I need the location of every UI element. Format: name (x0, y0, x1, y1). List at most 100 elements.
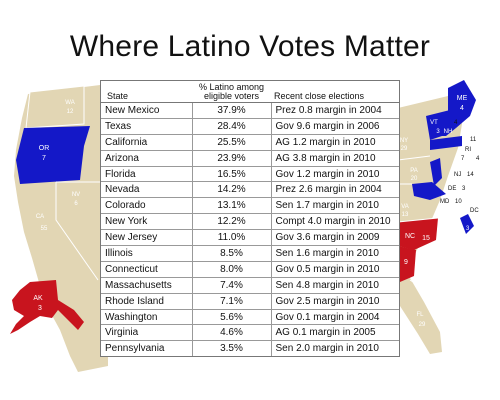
sc-ev-label: 9 (404, 259, 408, 266)
nj-label: NJ (454, 172, 461, 178)
table-cell-latino-share: 11.0% (192, 229, 272, 247)
new-hampshire-shape (442, 110, 456, 136)
md-ev-label: 10 (455, 199, 462, 205)
table-cell-state: Pennsylvania (101, 340, 193, 357)
header-row: State % Latino among eligible voters Rec… (101, 81, 399, 103)
data-table: State % Latino among eligible voters Rec… (101, 81, 399, 357)
north-carolina-shape (398, 218, 438, 250)
dc-shape (460, 214, 474, 234)
table-cell-close-election: Sen 1.7 margin in 2010 (271, 197, 399, 215)
table-cell-latino-share: 37.9% (192, 102, 272, 119)
table-cell-close-election: Sen 4.8 margin in 2010 (271, 277, 399, 294)
alaska-shape (10, 280, 84, 334)
table-cell-close-election: Gov 3.6 margin in 2009 (271, 229, 399, 247)
pa-ev-label: 20 (411, 176, 418, 182)
massachusetts-shape (430, 136, 462, 150)
table-cell-close-election: AG 1.2 margin in 2010 (271, 134, 399, 151)
nh-label: NH (444, 129, 453, 135)
table-row: Massachusetts 7.4% Sen 4.8 margin in 2010 (101, 277, 399, 294)
table-row: Rhode Island 7.1% Gov 2.5 margin in 2010 (101, 293, 399, 310)
table-cell-latino-share: 12.2% (192, 213, 272, 231)
table-cell-latino-share: 5.6% (192, 309, 272, 326)
column-header-state: State (101, 81, 192, 103)
table-row: Washington 5.6% Gov 0.1 margin in 2004 (101, 309, 399, 326)
table-row: New Mexico 37.9% Prez 0.8 margin in 2004 (101, 102, 399, 119)
table-cell-state: New Mexico (101, 102, 193, 119)
de-ev-label: 3 (462, 186, 466, 192)
table-cell-close-election: Sen 1.6 margin in 2010 (271, 245, 399, 262)
va-label: VA (401, 204, 409, 210)
table-cell-state: Connecticut (101, 261, 193, 278)
table-row: Florida 16.5% Gov 1.2 margin in 2010 (101, 166, 399, 183)
table-header: State % Latino among eligible voters Rec… (101, 81, 399, 103)
nj-ev-label: 14 (467, 172, 474, 178)
south-carolina-shape (398, 246, 416, 282)
new-jersey-shape (430, 158, 442, 186)
table-cell-state: Virginia (101, 324, 193, 342)
pa-label: PA (410, 168, 418, 174)
table-row: Illinois 8.5% Sen 1.6 margin in 2010 (101, 245, 399, 262)
dc-ev-label: 3 (466, 226, 470, 232)
me-label: ME (457, 95, 468, 102)
table-cell-latino-share: 8.0% (192, 261, 272, 278)
table-cell-latino-share: 3.5% (192, 340, 272, 357)
table-cell-close-election: AG 3.8 margin in 2010 (271, 150, 399, 167)
ct-ev-label: 7 (461, 156, 465, 162)
table-row: Nevada 14.2% Prez 2.6 margin in 2004 (101, 181, 399, 199)
table-cell-state: Arizona (101, 150, 193, 167)
table-row: New Jersey 11.0% Gov 3.6 margin in 2009 (101, 229, 399, 247)
de-label: DE (448, 186, 456, 192)
table-cell-close-election: Gov 0.5 margin in 2010 (271, 261, 399, 278)
table-cell-latino-share: 13.1% (192, 197, 272, 215)
ny-ev-label: 29 (401, 146, 408, 152)
table-cell-close-election: Gov 1.2 margin in 2010 (271, 166, 399, 183)
table-row: Pennsylvania 3.5% Sen 2.0 margin in 2010 (101, 340, 399, 357)
delaware-maryland-shape (412, 182, 446, 200)
table-cell-state: Colorado (101, 197, 193, 215)
table-cell-state: California (101, 134, 193, 151)
md-label: MD (440, 199, 450, 205)
east-state-borders (397, 155, 441, 301)
table-cell-latino-share: 8.5% (192, 245, 272, 262)
oregon-shape (16, 126, 90, 184)
table-row: Colorado 13.1% Sen 1.7 margin in 2010 (101, 197, 399, 215)
fl-ev-label: 29 (419, 322, 426, 328)
table-cell-latino-share: 16.5% (192, 166, 272, 183)
ak-label: AK (33, 295, 43, 302)
ma-ev-label: 11 (470, 137, 477, 143)
table-cell-latino-share: 4.6% (192, 324, 272, 342)
table-row: New York 12.2% Compt 4.0 margin in 2010 (101, 213, 399, 231)
table-cell-state: Nevada (101, 181, 193, 199)
or-ev-label: 7 (42, 155, 46, 162)
table-cell-state: Florida (101, 166, 193, 183)
table-cell-latino-share: 23.9% (192, 150, 272, 167)
table-cell-latino-share: 7.4% (192, 277, 272, 294)
vt-label: VT (430, 120, 438, 126)
or-label: OR (39, 145, 50, 152)
ca-ev-label: 55 (41, 226, 48, 232)
table-cell-close-election: Gov 9.6 margin in 2006 (271, 118, 399, 135)
nh-ev-label: 4 (454, 120, 458, 126)
east-region-shape (398, 96, 462, 354)
table-row: Virginia 4.6% AG 0.1 margin in 2005 (101, 324, 399, 342)
table-cell-close-election: Gov 2.5 margin in 2010 (271, 293, 399, 310)
table-cell-latino-share: 14.2% (192, 181, 272, 199)
table-cell-close-election: Compt 4.0 margin in 2010 (271, 213, 399, 231)
table-cell-close-election: AG 0.1 margin in 2005 (271, 324, 399, 342)
table-cell-latino-share: 7.1% (192, 293, 272, 310)
maine-shape (448, 80, 476, 128)
table-cell-state: Massachusetts (101, 277, 193, 294)
table-row: Texas 28.4% Gov 9.6 margin in 2006 (101, 118, 399, 135)
table-row: Connecticut 8.0% Gov 0.5 margin in 2010 (101, 261, 399, 278)
ak-ev-label: 3 (38, 305, 42, 312)
washington-shape (25, 85, 85, 129)
table-body: New Mexico 37.9% Prez 0.8 margin in 2004 Te… (101, 102, 399, 357)
table-cell-state: New York (101, 213, 193, 231)
column-header-close-elections: Recent close elections (271, 81, 399, 103)
vermont-shape (426, 112, 442, 140)
ri-label: RI (465, 147, 471, 153)
ri-ev-label: 4 (476, 156, 480, 162)
table-cell-state: New Jersey (101, 229, 193, 247)
nv-ev-label: 6 (74, 201, 78, 207)
